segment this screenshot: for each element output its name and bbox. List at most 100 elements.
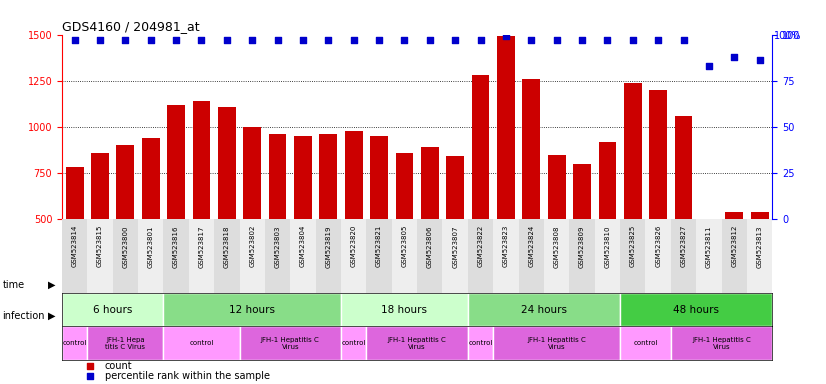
Text: control: control [189, 340, 214, 346]
Bar [240, 219, 265, 293]
Text: GSM523808: GSM523808 [553, 225, 560, 268]
Bar [294, 136, 312, 219]
Bar [91, 153, 109, 219]
Text: ▶: ▶ [48, 311, 55, 321]
Text: GSM523827: GSM523827 [681, 225, 686, 267]
Bar [573, 164, 591, 219]
Text: control: control [63, 340, 87, 346]
Point [144, 37, 157, 43]
Bar [595, 219, 620, 293]
Point [676, 37, 690, 43]
Bar [142, 138, 159, 219]
Bar [214, 219, 240, 293]
Bar [722, 219, 747, 293]
Point [195, 37, 208, 43]
Bar [341, 293, 468, 326]
Bar [493, 219, 519, 293]
Bar [62, 219, 88, 293]
Text: JFH-1 Hepa
titis C Virus: JFH-1 Hepa titis C Virus [106, 337, 145, 350]
Text: GSM523824: GSM523824 [529, 225, 534, 267]
Text: GSM523821: GSM523821 [376, 225, 382, 267]
Point [347, 37, 360, 43]
Text: GSM523800: GSM523800 [122, 225, 128, 268]
Bar [396, 153, 413, 219]
Point [728, 54, 741, 60]
Text: GSM523822: GSM523822 [477, 225, 483, 267]
Bar [268, 134, 287, 219]
Bar [218, 106, 235, 219]
Bar [192, 101, 211, 219]
Text: GSM523804: GSM523804 [300, 225, 306, 267]
Bar [522, 79, 540, 219]
Point [398, 37, 411, 43]
Point [550, 37, 563, 43]
Text: GSM523802: GSM523802 [249, 225, 255, 267]
Point [221, 37, 234, 43]
Text: GSM523825: GSM523825 [629, 225, 636, 267]
Text: GSM523807: GSM523807 [452, 225, 458, 268]
Bar [189, 219, 214, 293]
Bar [240, 326, 341, 360]
Text: 100%: 100% [774, 31, 801, 41]
Bar [167, 105, 185, 219]
Text: control: control [468, 340, 493, 346]
Text: GSM523811: GSM523811 [706, 225, 712, 268]
Bar [569, 219, 595, 293]
Bar [88, 219, 112, 293]
Bar [344, 131, 363, 219]
Bar [62, 326, 88, 360]
Text: control: control [341, 340, 366, 346]
Bar [468, 219, 493, 293]
Bar [696, 219, 722, 293]
Text: GSM523801: GSM523801 [148, 225, 154, 268]
Text: 24 hours: 24 hours [521, 305, 567, 315]
Bar [66, 167, 83, 219]
Text: 48 hours: 48 hours [673, 305, 719, 315]
Bar [116, 145, 135, 219]
Bar [164, 326, 240, 360]
Point [271, 37, 284, 43]
Text: 6 hours: 6 hours [93, 305, 132, 315]
Bar [599, 142, 616, 219]
Point [245, 37, 259, 43]
Bar [624, 83, 642, 219]
Bar [341, 326, 367, 360]
Bar [392, 219, 417, 293]
Text: 12 hours: 12 hours [230, 305, 275, 315]
Text: GSM523816: GSM523816 [173, 225, 179, 268]
Text: JFH-1 Hepatitis C
Virus: JFH-1 Hepatitis C Virus [261, 337, 320, 350]
Text: percentile rank within the sample: percentile rank within the sample [105, 371, 269, 381]
Bar [751, 212, 768, 219]
Point [449, 37, 462, 43]
Text: GSM523803: GSM523803 [274, 225, 281, 268]
Bar [519, 219, 544, 293]
Bar [164, 219, 189, 293]
Text: GSM523815: GSM523815 [97, 225, 103, 267]
Bar [112, 219, 138, 293]
Point [297, 37, 310, 43]
Bar [421, 147, 439, 219]
Text: GDS4160 / 204981_at: GDS4160 / 204981_at [62, 20, 200, 33]
Bar [367, 219, 392, 293]
Bar [472, 75, 490, 219]
Bar [443, 219, 468, 293]
Text: GSM523826: GSM523826 [655, 225, 661, 267]
Bar [468, 293, 620, 326]
Point [474, 37, 487, 43]
Point [322, 37, 335, 43]
Text: GSM523814: GSM523814 [72, 225, 78, 267]
Bar [290, 219, 316, 293]
Point [576, 37, 589, 43]
Bar [417, 219, 443, 293]
Bar [265, 219, 290, 293]
Point [373, 37, 386, 43]
Bar [493, 326, 620, 360]
Point [423, 37, 436, 43]
Bar [164, 293, 341, 326]
Point [119, 37, 132, 43]
Text: GSM523806: GSM523806 [427, 225, 433, 268]
Bar [320, 134, 337, 219]
Text: GSM523823: GSM523823 [503, 225, 509, 267]
Bar [446, 156, 464, 219]
Bar [747, 219, 772, 293]
